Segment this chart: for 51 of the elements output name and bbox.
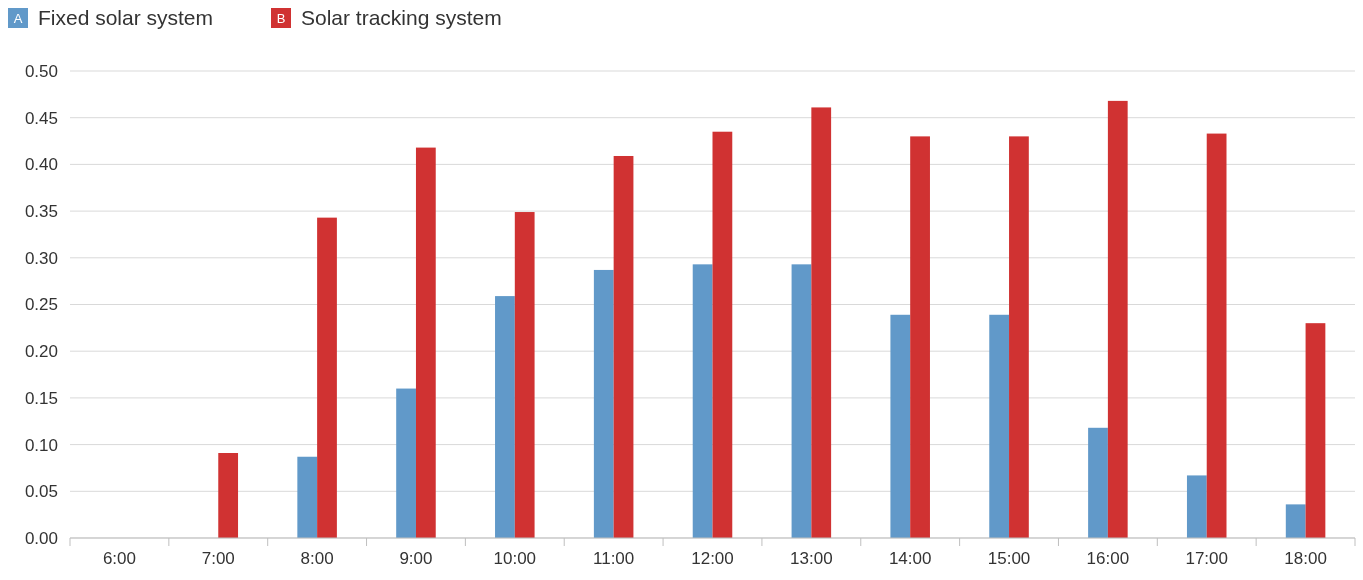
bar [1305, 323, 1326, 538]
bar [1186, 475, 1207, 538]
text: A [13, 10, 23, 26]
x-tick-label: 7:00 [201, 549, 235, 568]
bar [791, 264, 812, 538]
y-tick-label: 0.00 [24, 528, 58, 548]
bar [989, 314, 1010, 538]
x-tick-label: 18:00 [1284, 549, 1327, 568]
y-tick-label: 0.25 [24, 295, 58, 315]
y-tick-label: 0.35 [24, 202, 58, 222]
bar [317, 217, 337, 538]
bar [910, 136, 930, 538]
x-tick-label: 9:00 [399, 549, 433, 568]
y-tick-label: 0.50 [24, 61, 58, 81]
x-tick-label: 14:00 [888, 549, 932, 568]
bar [692, 264, 713, 538]
bar [890, 314, 911, 538]
x-tick-label: 6:00 [102, 549, 136, 568]
bar [613, 155, 634, 538]
x-tick-label: 15:00 [987, 549, 1031, 568]
bar [396, 388, 416, 538]
bar [1206, 133, 1227, 538]
y-tick-label: 0.30 [24, 248, 58, 268]
bar [495, 296, 515, 538]
y-tick-label: 0.05 [24, 482, 58, 502]
x-tick-label: 8:00 [300, 549, 334, 568]
bar [712, 131, 733, 538]
bar [1285, 504, 1306, 538]
bar [218, 453, 239, 538]
bar [1107, 100, 1128, 538]
bar [1009, 136, 1029, 538]
y-tick-label: 0.20 [24, 342, 58, 362]
bar [415, 147, 436, 538]
x-tick-label: 17:00 [1185, 549, 1228, 568]
bar [514, 212, 535, 538]
text: B [276, 10, 286, 26]
x-tick-label: 11:00 [593, 549, 635, 568]
x-tick-label: 12:00 [691, 549, 734, 568]
bar [811, 107, 832, 538]
y-tick-label: 0.45 [24, 108, 58, 128]
x-tick-label: 13:00 [790, 549, 833, 568]
y-tick-label: 0.15 [24, 388, 58, 408]
legend-label: Fixed solar system [38, 6, 214, 30]
legend-label: Solar tracking system [301, 6, 502, 30]
bar [593, 269, 614, 538]
y-tick-label: 0.40 [24, 155, 58, 175]
bar [1088, 427, 1108, 538]
x-tick-label: 16:00 [1086, 549, 1130, 568]
y-tick-label: 0.10 [24, 435, 58, 455]
bar [297, 456, 318, 538]
x-tick-label: 10:00 [493, 549, 537, 568]
